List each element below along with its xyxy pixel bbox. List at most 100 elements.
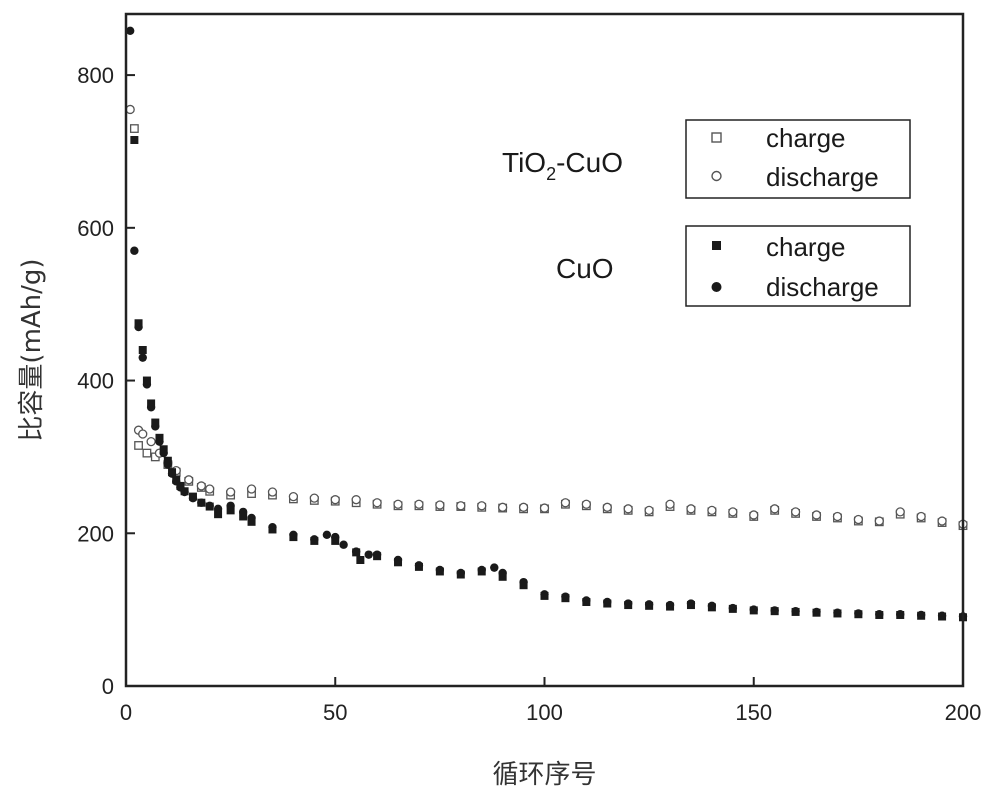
data-point xyxy=(644,505,654,516)
data-point xyxy=(151,422,160,431)
legend-box-cuo xyxy=(685,225,911,307)
data-point xyxy=(238,507,248,517)
data-point xyxy=(351,495,361,505)
legend-group-tio2-cuo-base: TiO xyxy=(502,147,546,178)
legend-marker-cuo-charge xyxy=(712,241,721,250)
data-point xyxy=(330,495,340,505)
legend-label-cuo-charge: charge xyxy=(766,232,846,262)
data-point xyxy=(665,499,675,509)
data-point xyxy=(435,565,445,575)
data-point xyxy=(749,510,759,520)
data-point xyxy=(456,568,465,578)
legend-group-tio2-cuo: TiO2-CuO xyxy=(502,147,623,184)
data-point xyxy=(854,609,863,618)
x-tick-label: 100 xyxy=(526,700,563,725)
data-point xyxy=(125,26,135,35)
data-point xyxy=(372,550,382,559)
data-point xyxy=(539,503,550,513)
legend-label-tio2-discharge: discharge xyxy=(766,162,879,192)
data-point xyxy=(875,610,884,619)
data-point xyxy=(498,568,507,578)
data-point xyxy=(159,448,168,458)
data-point xyxy=(146,436,156,447)
data-point xyxy=(896,610,905,619)
data-point xyxy=(812,607,821,617)
data-point xyxy=(540,590,549,599)
data-point xyxy=(582,596,591,605)
data-point xyxy=(130,246,139,255)
data-point xyxy=(226,506,235,515)
data-point xyxy=(310,535,319,544)
data-point xyxy=(791,606,800,616)
data-point xyxy=(142,448,152,458)
data-point xyxy=(246,484,257,494)
data-point xyxy=(138,353,147,362)
data-point xyxy=(477,565,486,575)
y-tick-label: 400 xyxy=(77,369,114,394)
data-point xyxy=(351,547,361,556)
data-point xyxy=(707,601,717,611)
data-point xyxy=(339,540,348,549)
data-point xyxy=(214,510,223,519)
legend-box-tio2-cuo xyxy=(685,119,911,199)
data-point xyxy=(322,530,332,539)
data-point xyxy=(146,403,156,412)
axis-ticks: 0 50 100 150 200 0 200 400 600 800 xyxy=(77,63,981,725)
data-point xyxy=(372,498,382,508)
data-point xyxy=(624,599,633,608)
data-point xyxy=(364,550,373,559)
data-point xyxy=(267,487,278,497)
data-point xyxy=(138,346,147,354)
legend-group-tio2-cuo-rest: -CuO xyxy=(556,147,623,178)
data-point xyxy=(602,502,612,512)
data-point xyxy=(790,507,801,517)
legend-label-tio2-charge: charge xyxy=(766,123,846,153)
data-point xyxy=(497,502,508,512)
x-tick-label: 0 xyxy=(120,700,132,725)
data-point xyxy=(916,610,926,620)
data-point xyxy=(129,124,139,133)
data-point xyxy=(456,501,466,511)
data-point xyxy=(130,136,139,144)
data-point xyxy=(205,484,215,494)
y-axis-title: 比容量(mAh/g) xyxy=(17,258,47,441)
y-tick-label: 0 xyxy=(102,674,114,699)
x-tick-label: 200 xyxy=(945,700,982,725)
data-point xyxy=(519,577,528,587)
data-point xyxy=(728,603,738,613)
x-tick-label: 150 xyxy=(735,700,772,725)
x-tick-label: 50 xyxy=(323,700,347,725)
data-point xyxy=(644,600,654,609)
data-point xyxy=(138,429,148,439)
data-point xyxy=(180,487,189,497)
series-tio2-cuo-discharge xyxy=(125,104,968,529)
data-point xyxy=(268,522,277,532)
data-point xyxy=(288,491,299,502)
legend-label-cuo-discharge: discharge xyxy=(766,272,879,302)
data-point xyxy=(581,499,591,509)
data-point xyxy=(188,493,198,503)
data-point xyxy=(142,380,152,389)
data-point xyxy=(916,511,926,522)
data-point xyxy=(356,556,365,564)
data-point xyxy=(833,608,842,617)
legend-marker-tio2-discharge xyxy=(711,170,722,182)
data-point xyxy=(749,605,758,614)
data-point xyxy=(247,513,256,523)
y-tick-label: 600 xyxy=(77,216,114,241)
data-point xyxy=(393,499,403,509)
data-point xyxy=(225,487,236,497)
data-point xyxy=(125,104,135,115)
data-point xyxy=(155,437,164,446)
data-point xyxy=(770,504,780,514)
data-point xyxy=(205,501,214,510)
y-tick-label: 200 xyxy=(77,521,114,546)
data-point xyxy=(134,441,143,450)
data-point xyxy=(196,481,206,491)
data-point xyxy=(686,504,696,514)
data-point xyxy=(728,507,738,517)
data-point xyxy=(603,597,612,607)
data-point xyxy=(811,510,822,520)
data-point xyxy=(832,511,843,522)
